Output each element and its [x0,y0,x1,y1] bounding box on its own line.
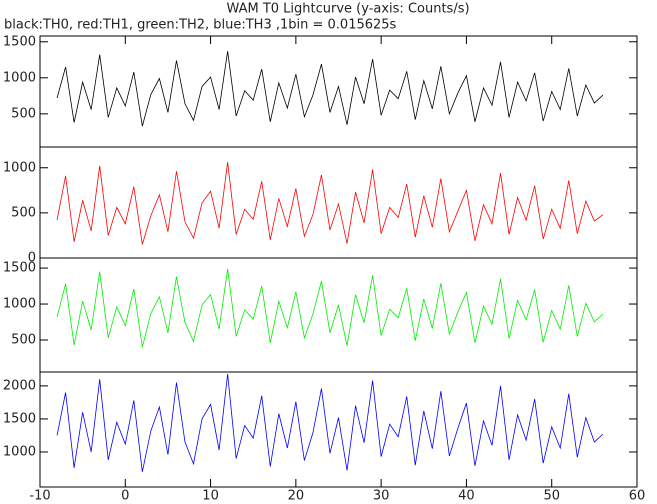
x-tick-label: 10 [202,489,219,504]
panel-frame [39,146,638,259]
y-tick-label: 500 [11,106,36,121]
x-tick-label: 40 [458,489,475,504]
x-tick-label: -10 [29,489,50,504]
light-curve [56,268,604,348]
y-tick-label: 2000 [3,378,36,393]
y-tick-label: 1000 [3,297,36,312]
light-curve [56,373,604,472]
light-curve [56,51,604,127]
chart-subtitle: black:TH0, red:TH1, green:TH2, blue:TH3 … [4,18,397,33]
y-tick-label: 1500 [3,411,36,426]
y-tick-label: 1500 [3,34,36,49]
y-tick-label: 1500 [3,261,36,276]
y-tick-label: 1000 [3,444,36,459]
y-tick-label: 0 [28,251,36,266]
panel-frame [39,257,638,373]
chart-title: WAM T0 Lightcurve (y-axis: Counts/s) [226,2,469,17]
panel-frame [39,35,638,148]
x-tick-label: 50 [543,489,560,504]
x-tick-label: 0 [121,489,129,504]
x-tick-label: 20 [288,489,305,504]
y-tick-label: 1000 [3,70,36,85]
y-tick-label: 1000 [3,160,36,175]
y-tick-label: 500 [11,332,36,347]
panel-frame [39,371,638,488]
y-tick-label: 500 [11,205,36,220]
light-curve [56,162,604,245]
x-tick-label: 60 [629,489,646,504]
x-tick-label: 30 [373,489,390,504]
